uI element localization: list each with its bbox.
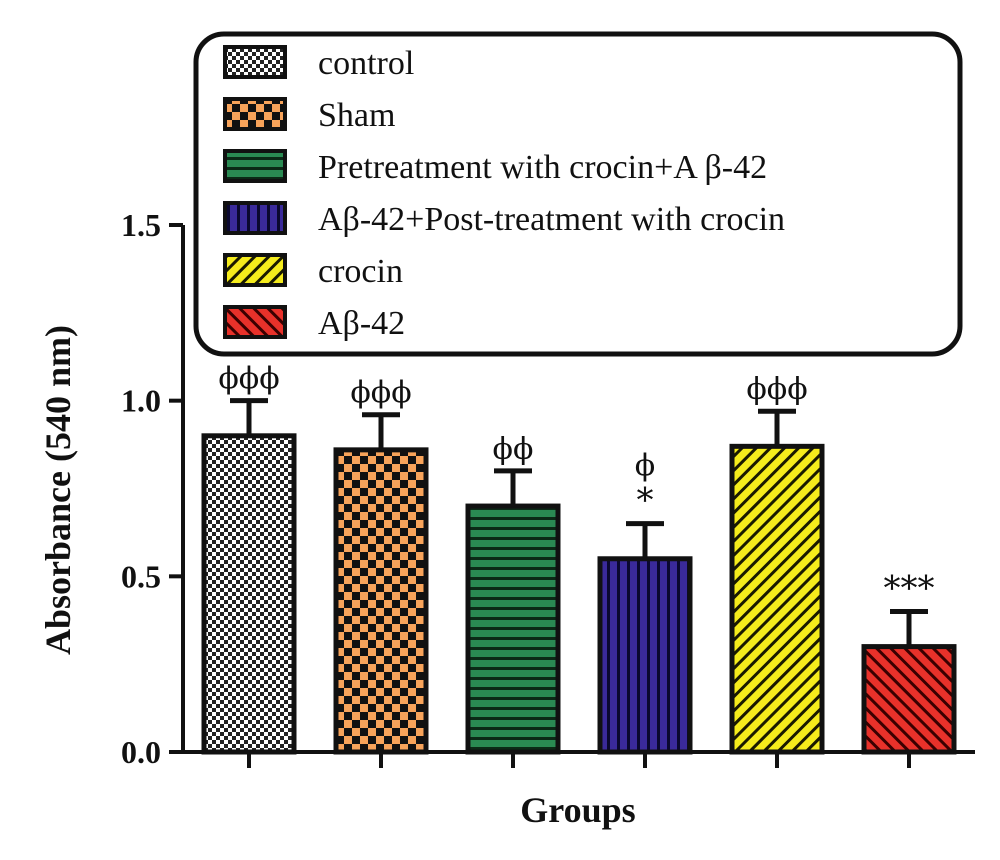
y-tick-label: 1.5 — [121, 207, 161, 243]
legend-swatch — [223, 201, 287, 235]
bar — [465, 503, 561, 755]
significance-label: * — [637, 481, 654, 521]
significance-label: ϕϕ — [493, 432, 534, 467]
x-ticks — [247, 752, 911, 768]
significance-label: *** — [884, 568, 935, 608]
legend-label: Aβ-42+Post-treatment with crocin — [318, 201, 785, 238]
y-tick-label: 0.5 — [121, 558, 161, 594]
y-axis-title: Absorbance (540 nm) — [38, 325, 78, 655]
y-tick-label: 0.0 — [121, 734, 161, 770]
legend: control Sham Pretreatment with crocin+A β-… — [193, 31, 963, 357]
bar — [201, 433, 297, 755]
bar — [729, 443, 825, 755]
y-ticks: 0.0 0.5 1.0 1.5 — [121, 207, 183, 770]
legend-swatch — [223, 97, 287, 131]
legend-label: crocin — [318, 253, 403, 290]
significance-label: ϕϕϕ — [350, 376, 411, 411]
legend-label: Aβ-42 — [318, 305, 405, 342]
legend-label: Pretreatment with crocin+A β-42 — [318, 149, 767, 186]
y-tick-label: 1.0 — [121, 383, 161, 419]
significance-label: ϕϕϕ — [218, 362, 279, 397]
bar — [597, 556, 693, 755]
bar — [333, 447, 429, 755]
legend-label: control — [318, 45, 414, 82]
legend-swatch — [223, 305, 287, 339]
legend-swatch — [223, 149, 287, 183]
significance-label: ϕϕϕ — [746, 372, 807, 407]
legend-box — [193, 31, 963, 357]
x-axis-title: Groups — [520, 790, 635, 830]
legend-label: Sham — [318, 97, 395, 134]
legend-swatch — [223, 45, 287, 79]
significance-label: ϕ — [635, 449, 655, 484]
legend-swatch — [223, 253, 287, 287]
bar — [861, 644, 957, 755]
bars — [201, 433, 957, 755]
error-bars — [230, 398, 928, 647]
